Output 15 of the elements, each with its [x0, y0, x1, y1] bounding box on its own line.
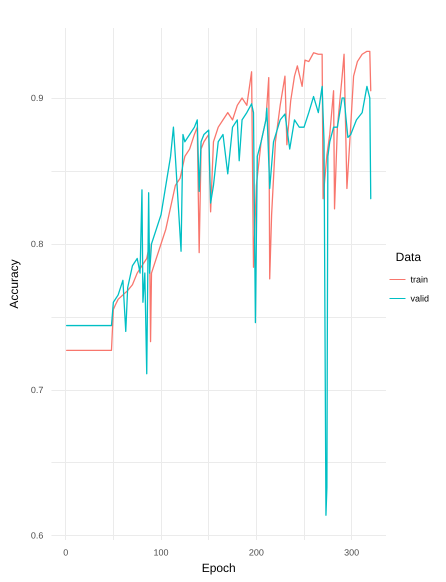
x-tick-label: 100 — [154, 548, 169, 558]
legend-label: valid — [410, 294, 430, 304]
y-tick-label: 0.7 — [30, 384, 44, 395]
legend-title: Data — [396, 250, 422, 264]
y-tick-label: 0.6 — [30, 530, 44, 541]
x-tick-label: 300 — [344, 548, 360, 558]
y-axis-title: Accuracy — [7, 259, 21, 309]
line-series — [66, 50, 372, 352]
line-series — [66, 86, 372, 516]
x-axis-title: Epoch — [202, 560, 236, 575]
x-tick-label: 0 — [63, 548, 68, 558]
legend-label: train — [410, 274, 428, 284]
y-tick-label: 0.8 — [30, 238, 44, 249]
y-tick-label: 0.9 — [30, 93, 44, 104]
x-tick-label: 200 — [248, 548, 264, 558]
